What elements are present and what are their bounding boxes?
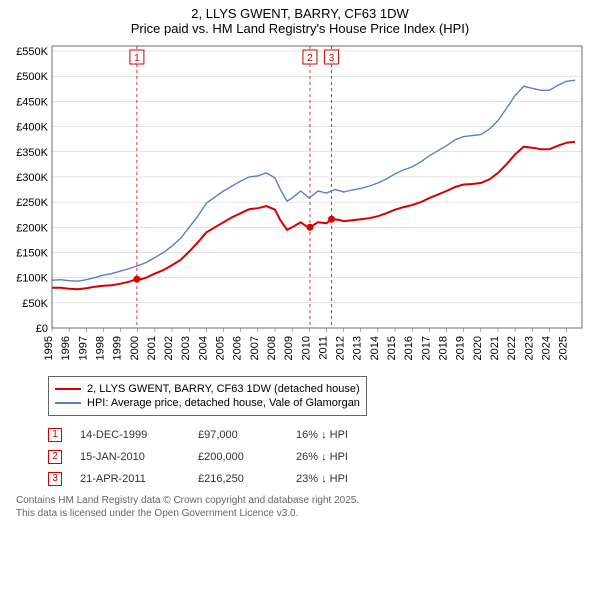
svg-text:2021: 2021 [489, 336, 501, 360]
footer-line1: Contains HM Land Registry data © Crown c… [16, 494, 592, 507]
event-price: £200,000 [198, 451, 278, 463]
svg-text:£350K: £350K [16, 147, 48, 159]
event-date: 21-APR-2011 [80, 473, 180, 485]
legend-color-line [55, 402, 81, 404]
event-diff: 16% ↓ HPI [296, 429, 376, 441]
legend-label: HPI: Average price, detached house, Vale… [87, 397, 360, 409]
event-price: £97,000 [198, 429, 278, 441]
svg-text:2023: 2023 [523, 336, 535, 360]
svg-text:1999: 1999 [112, 336, 124, 360]
svg-text:2019: 2019 [455, 336, 467, 360]
svg-text:2025: 2025 [558, 336, 570, 360]
footer-line2: This data is licensed under the Open Gov… [16, 507, 592, 520]
event-diff: 26% ↓ HPI [296, 451, 376, 463]
event-price: £216,250 [198, 473, 278, 485]
svg-text:£50K: £50K [22, 298, 48, 310]
svg-text:2016: 2016 [403, 336, 415, 360]
svg-text:1: 1 [134, 53, 140, 64]
svg-text:2008: 2008 [266, 336, 278, 360]
event-date: 14-DEC-1999 [80, 429, 180, 441]
event-diff: 23% ↓ HPI [296, 473, 376, 485]
svg-text:2: 2 [307, 53, 313, 64]
svg-text:2002: 2002 [163, 336, 175, 360]
svg-text:£450K: £450K [16, 96, 48, 108]
svg-text:2020: 2020 [472, 336, 484, 360]
svg-text:£250K: £250K [16, 197, 48, 209]
chart-area: £0 £50K £100K £150K £200K £250K £300K £350K £400… [8, 40, 592, 370]
svg-text:2009: 2009 [283, 336, 295, 360]
svg-text:2024: 2024 [540, 336, 552, 360]
svg-text:2014: 2014 [369, 336, 381, 360]
legend-row: HPI: Average price, detached house, Vale… [55, 397, 360, 409]
event-number-box: 1 [48, 428, 62, 442]
legend: 2, LLYS GWENT, BARRY, CF63 1DW (detached… [48, 376, 367, 416]
legend-label: 2, LLYS GWENT, BARRY, CF63 1DW (detached… [87, 383, 360, 395]
svg-text:2010: 2010 [300, 336, 312, 360]
svg-text:£400K: £400K [16, 122, 48, 134]
chart-title-line2: Price paid vs. HM Land Registry's House … [8, 21, 592, 36]
event-row: 1 14-DEC-1999 £97,000 16% ↓ HPI [48, 428, 592, 442]
svg-text:2017: 2017 [420, 336, 432, 360]
svg-text:2000: 2000 [129, 336, 141, 360]
svg-text:2018: 2018 [437, 336, 449, 360]
svg-text:2005: 2005 [215, 336, 227, 360]
svg-text:£300K: £300K [16, 172, 48, 184]
svg-text:2007: 2007 [249, 336, 261, 360]
event-number-box: 3 [48, 472, 62, 486]
svg-text:£200K: £200K [16, 222, 48, 234]
svg-text:2004: 2004 [197, 336, 209, 360]
svg-text:£0: £0 [36, 323, 48, 335]
legend-row: 2, LLYS GWENT, BARRY, CF63 1DW (detached… [55, 383, 360, 395]
svg-text:2001: 2001 [146, 336, 158, 360]
svg-text:£100K: £100K [16, 273, 48, 285]
event-row: 3 21-APR-2011 £216,250 23% ↓ HPI [48, 472, 592, 486]
svg-text:2012: 2012 [335, 336, 347, 360]
svg-text:1997: 1997 [77, 336, 89, 360]
svg-text:1998: 1998 [94, 336, 106, 360]
svg-text:2013: 2013 [352, 336, 364, 360]
svg-text:2011: 2011 [317, 336, 329, 360]
svg-text:1995: 1995 [43, 336, 55, 360]
svg-text:2015: 2015 [386, 336, 398, 360]
svg-text:3: 3 [329, 53, 335, 64]
event-date: 15-JAN-2010 [80, 451, 180, 463]
svg-text:£500K: £500K [16, 71, 48, 83]
svg-text:£550K: £550K [16, 46, 48, 58]
event-row: 2 15-JAN-2010 £200,000 26% ↓ HPI [48, 450, 592, 464]
svg-text:2003: 2003 [180, 336, 192, 360]
svg-text:2006: 2006 [232, 336, 244, 360]
svg-text:2022: 2022 [506, 336, 518, 360]
chart-title-line1: 2, LLYS GWENT, BARRY, CF63 1DW [8, 6, 592, 21]
svg-text:1996: 1996 [60, 336, 72, 360]
legend-color-line [55, 388, 81, 390]
events-table: 1 14-DEC-1999 £97,000 16% ↓ HPI 2 15-JAN-2010… [48, 428, 592, 486]
line-chart-svg: £0 £50K £100K £150K £200K £250K £300K £350K £400… [8, 40, 592, 370]
svg-text:£150K: £150K [16, 247, 48, 259]
footer-attribution: Contains HM Land Registry data © Crown c… [16, 494, 592, 520]
event-number-box: 2 [48, 450, 62, 464]
